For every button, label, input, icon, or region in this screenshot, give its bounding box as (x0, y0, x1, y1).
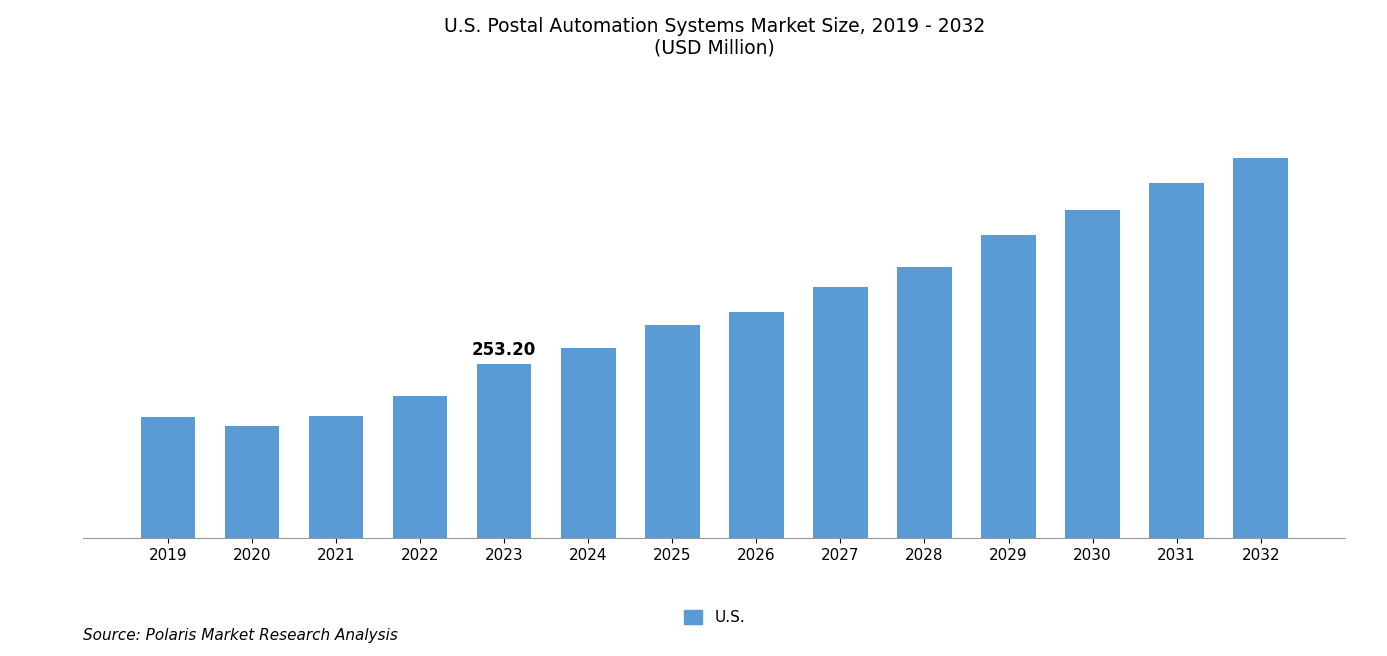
Bar (813, 287, 868, 656)
Bar (560, 348, 616, 656)
Bar (981, 236, 1036, 656)
Bar (1065, 210, 1119, 656)
Bar (140, 417, 196, 656)
Text: Source: Polaris Market Research Analysis: Source: Polaris Market Research Analysis (83, 628, 398, 643)
Legend: U.S.: U.S. (677, 604, 752, 631)
Bar (393, 396, 448, 656)
Bar (645, 325, 699, 656)
Bar (1233, 158, 1289, 656)
Bar (730, 312, 784, 656)
Bar (225, 426, 279, 656)
Title: U.S. Postal Automation Systems Market Size, 2019 - 2032
(USD Million): U.S. Postal Automation Systems Market Si… (444, 16, 985, 58)
Bar (477, 364, 531, 656)
Bar (1150, 183, 1204, 656)
Bar (309, 416, 363, 656)
Bar (897, 266, 951, 656)
Text: 253.20: 253.20 (472, 341, 537, 359)
